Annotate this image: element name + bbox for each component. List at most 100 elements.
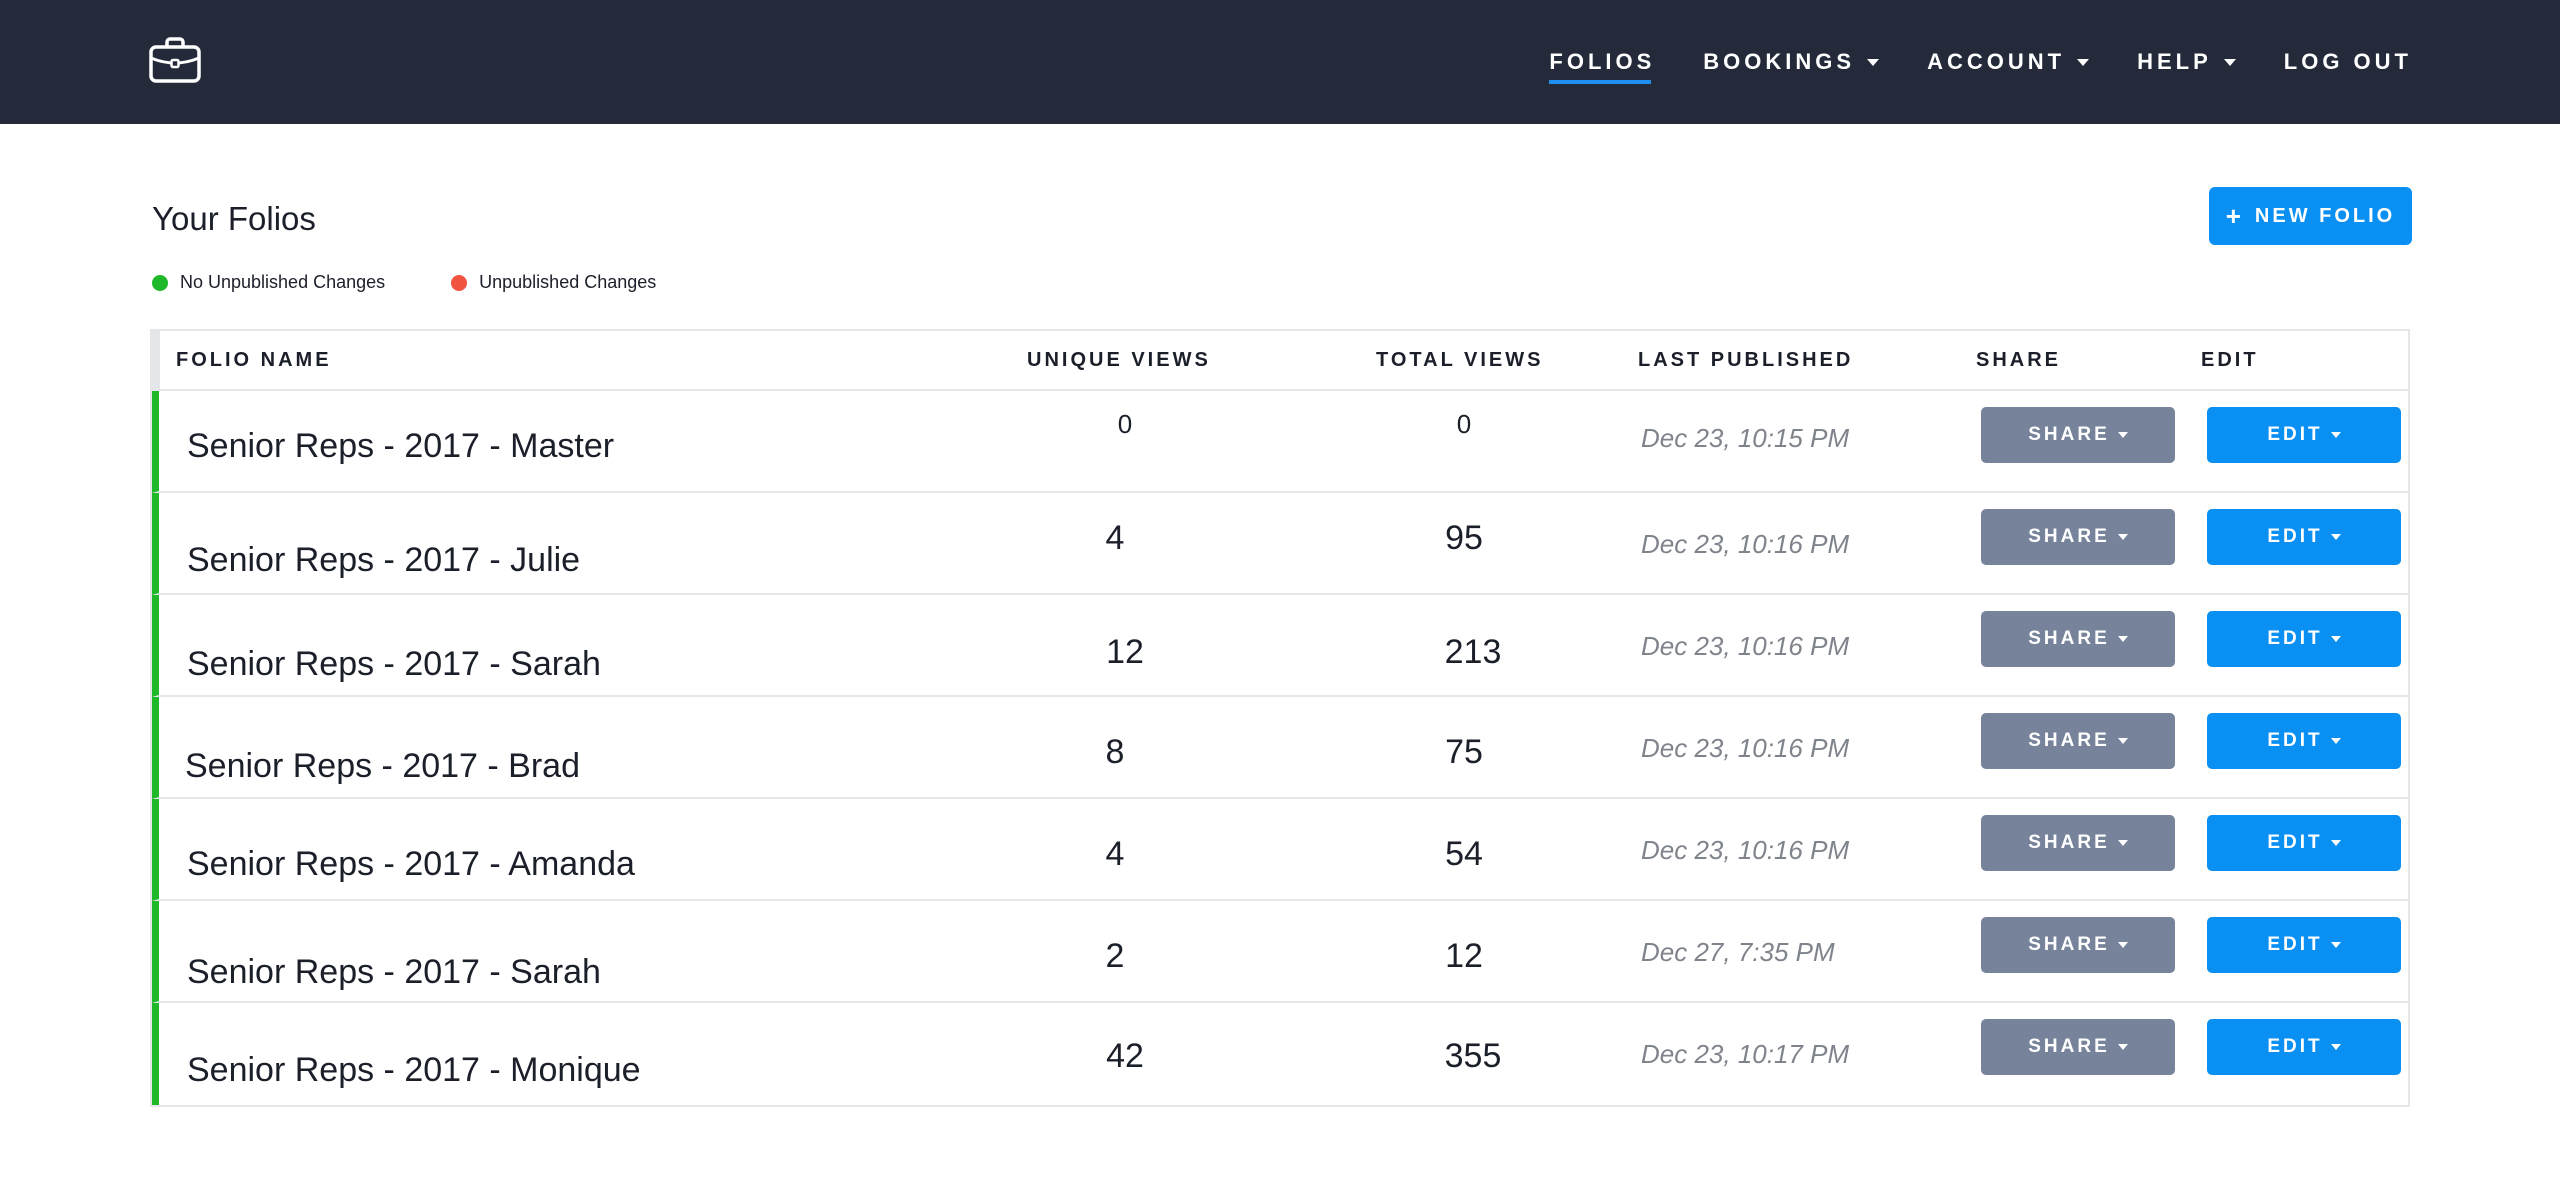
edit-label: EDIT bbox=[2267, 832, 2323, 853]
plus-icon: + bbox=[2225, 200, 2241, 231]
share-label: SHARE bbox=[2028, 628, 2110, 649]
table-row: Senior Reps - 2017 - Amanda 4 54 Dec 23,… bbox=[152, 799, 2408, 901]
nav-logout[interactable]: LOG OUT bbox=[2284, 0, 2412, 124]
nav-help-label: HELP bbox=[2137, 49, 2212, 74]
table-row: Senior Reps - 2017 - Sarah 2 12 Dec 27, … bbox=[152, 901, 2408, 1003]
total-views: 12 bbox=[1445, 937, 1483, 975]
new-folio-button[interactable]: + NEW FOLIO bbox=[2209, 187, 2412, 245]
last-published: Dec 27, 7:35 PM bbox=[1641, 937, 1835, 967]
legend-published: No Unpublished Changes bbox=[152, 272, 385, 293]
edit-button[interactable]: EDIT bbox=[2207, 815, 2401, 871]
share-button[interactable]: SHARE bbox=[1981, 611, 2175, 667]
caret-down-icon bbox=[2330, 942, 2341, 948]
caret-down-icon bbox=[2117, 636, 2128, 642]
unique-views: 4 bbox=[1105, 519, 1125, 557]
header-share: SHARE bbox=[1976, 349, 2062, 371]
table-row: Senior Reps - 2017 - Master 0 0 Dec 23, … bbox=[152, 391, 2408, 493]
share-button[interactable]: SHARE bbox=[1981, 509, 2175, 565]
header-last-published: LAST PUBLISHED bbox=[1638, 349, 1854, 371]
share-label: SHARE bbox=[2028, 1036, 2110, 1057]
folio-name[interactable]: Senior Reps - 2017 - Sarah bbox=[187, 953, 601, 991]
caret-down-icon bbox=[2330, 636, 2341, 642]
caret-down-icon bbox=[2330, 840, 2341, 846]
edit-label: EDIT bbox=[2267, 1036, 2323, 1057]
unique-views: 42 bbox=[1106, 1037, 1144, 1075]
total-views: 75 bbox=[1445, 733, 1483, 771]
edit-label: EDIT bbox=[2267, 730, 2323, 751]
nav-bookings-label: BOOKINGS bbox=[1703, 49, 1856, 74]
caret-down-icon bbox=[2117, 432, 2128, 438]
briefcase-icon[interactable] bbox=[148, 36, 202, 84]
table-header: FOLIO NAME UNIQUE VIEWS TOTAL VIEWS LAST… bbox=[152, 331, 2408, 391]
edit-button[interactable]: EDIT bbox=[2207, 917, 2401, 973]
header-unique-views: UNIQUE VIEWS bbox=[1027, 349, 1211, 371]
page-title: Your Folios bbox=[152, 200, 316, 237]
table-row: Senior Reps - 2017 - Julie 4 95 Dec 23, … bbox=[152, 493, 2408, 595]
unique-views: 8 bbox=[1105, 733, 1125, 771]
edit-label: EDIT bbox=[2267, 934, 2323, 955]
folios-table: FOLIO NAME UNIQUE VIEWS TOTAL VIEWS LAST… bbox=[150, 329, 2410, 1107]
main-nav: FOLIOS BOOKINGS ACCOUNT HELP LOG OUT bbox=[1501, 0, 2412, 124]
nav-logout-label: LOG OUT bbox=[2283, 49, 2412, 74]
share-button[interactable]: SHARE bbox=[1981, 1019, 2175, 1075]
caret-down-icon bbox=[2330, 738, 2341, 744]
nav-folios[interactable]: FOLIOS bbox=[1549, 0, 1655, 124]
green-dot-icon bbox=[152, 274, 168, 291]
caret-down-icon bbox=[2117, 534, 2128, 540]
share-label: SHARE bbox=[2028, 526, 2110, 547]
nav-account[interactable]: ACCOUNT bbox=[1927, 0, 2090, 124]
legend-published-label: No Unpublished Changes bbox=[180, 272, 386, 292]
legend-unpublished-label: Unpublished Changes bbox=[479, 272, 657, 292]
folio-name[interactable]: Senior Reps - 2017 - Sarah bbox=[187, 645, 601, 683]
table-row: Senior Reps - 2017 - Brad 8 75 Dec 23, 1… bbox=[152, 697, 2408, 799]
edit-label: EDIT bbox=[2267, 424, 2323, 445]
total-views: 213 bbox=[1444, 633, 1502, 671]
top-navbar: FOLIOS BOOKINGS ACCOUNT HELP LOG OUT bbox=[0, 0, 2560, 124]
edit-button[interactable]: EDIT bbox=[2207, 1019, 2401, 1075]
header-total-views: TOTAL VIEWS bbox=[1376, 349, 1544, 371]
edit-button[interactable]: EDIT bbox=[2207, 407, 2401, 463]
share-label: SHARE bbox=[2028, 934, 2110, 955]
last-published: Dec 23, 10:16 PM bbox=[1641, 835, 1850, 865]
folio-name[interactable]: Senior Reps - 2017 - Monique bbox=[187, 1051, 641, 1089]
total-views: 95 bbox=[1445, 519, 1483, 557]
folio-name[interactable]: Senior Reps - 2017 - Julie bbox=[187, 541, 581, 579]
nav-help[interactable]: HELP bbox=[2137, 0, 2236, 124]
caret-down-icon bbox=[2117, 1044, 2128, 1050]
unique-views: 2 bbox=[1105, 937, 1125, 975]
unique-views: 0 bbox=[1117, 409, 1133, 439]
last-published: Dec 23, 10:16 PM bbox=[1641, 733, 1850, 763]
table-row: Senior Reps - 2017 - Sarah 12 213 Dec 23… bbox=[152, 595, 2408, 697]
header-folio-name: FOLIO NAME bbox=[176, 349, 332, 371]
nav-bookings[interactable]: BOOKINGS bbox=[1703, 0, 1880, 124]
edit-button[interactable]: EDIT bbox=[2207, 611, 2401, 667]
share-label: SHARE bbox=[2028, 730, 2110, 751]
status-legend: No Unpublished Changes Unpublished Chang… bbox=[152, 272, 722, 293]
edit-label: EDIT bbox=[2267, 628, 2323, 649]
share-label: SHARE bbox=[2028, 424, 2110, 445]
caret-down-icon bbox=[2330, 534, 2341, 540]
new-folio-label: NEW FOLIO bbox=[2254, 204, 2396, 227]
caret-down-icon bbox=[2223, 58, 2236, 66]
share-button[interactable]: SHARE bbox=[1981, 815, 2175, 871]
last-published: Dec 23, 10:16 PM bbox=[1641, 529, 1850, 559]
share-button[interactable]: SHARE bbox=[1981, 407, 2175, 463]
caret-down-icon bbox=[2117, 942, 2128, 948]
caret-down-icon bbox=[2117, 840, 2128, 846]
folio-name[interactable]: Senior Reps - 2017 - Amanda bbox=[187, 845, 635, 883]
edit-button[interactable]: EDIT bbox=[2207, 713, 2401, 769]
nav-folios-label: FOLIOS bbox=[1549, 49, 1656, 74]
edit-button[interactable]: EDIT bbox=[2207, 509, 2401, 565]
nav-account-label: ACCOUNT bbox=[1927, 49, 2066, 74]
folio-name[interactable]: Senior Reps - 2017 - Brad bbox=[185, 747, 580, 785]
share-button[interactable]: SHARE bbox=[1981, 713, 2175, 769]
unique-views: 4 bbox=[1105, 835, 1125, 873]
caret-down-icon bbox=[2117, 738, 2128, 744]
last-published: Dec 23, 10:17 PM bbox=[1641, 1039, 1850, 1069]
share-button[interactable]: SHARE bbox=[1981, 917, 2175, 973]
last-published: Dec 23, 10:15 PM bbox=[1641, 423, 1850, 453]
total-views: 0 bbox=[1456, 409, 1472, 439]
folio-name[interactable]: Senior Reps - 2017 - Master bbox=[187, 427, 615, 465]
total-views: 54 bbox=[1445, 835, 1483, 873]
caret-down-icon bbox=[2077, 58, 2090, 66]
